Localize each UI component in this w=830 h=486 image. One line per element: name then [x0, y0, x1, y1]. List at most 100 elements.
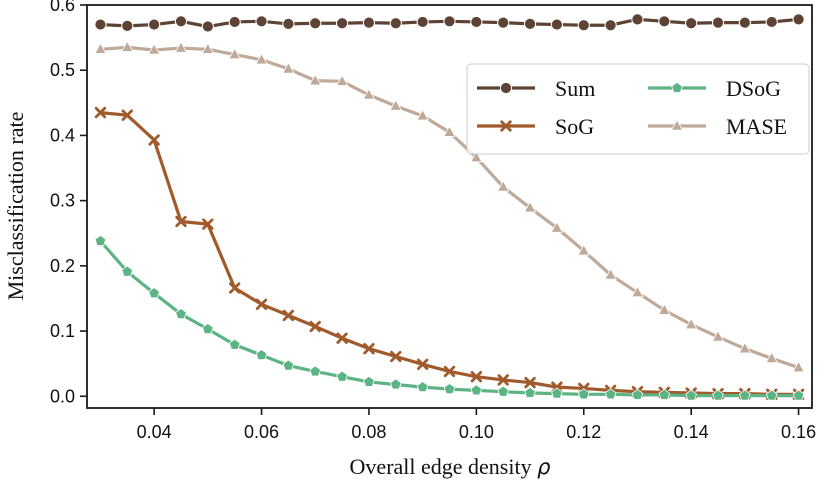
data-point-sum — [523, 17, 537, 31]
data-point-mase — [658, 303, 671, 315]
data-point-sum — [497, 16, 510, 29]
y-tick-label: 0.0 — [50, 386, 75, 406]
data-point-mase — [631, 285, 644, 298]
data-point-sog — [363, 342, 375, 355]
data-point-sum — [228, 15, 241, 29]
data-point-dsog — [604, 388, 617, 400]
data-point-sog — [121, 109, 133, 121]
data-point-sum — [604, 19, 617, 32]
data-point-dsog — [685, 389, 697, 401]
data-point-dsog — [631, 388, 644, 400]
data-point-sum — [577, 19, 590, 32]
data-point-sum — [121, 19, 134, 32]
data-point-sog — [228, 282, 241, 294]
data-point-dsog — [497, 385, 510, 397]
data-point-sum — [443, 15, 456, 28]
data-point-sum — [711, 16, 725, 29]
legend: Sum DSoG SoG MASE — [466, 63, 810, 155]
data-point-mase — [201, 42, 215, 54]
data-point-sum — [685, 17, 698, 30]
data-point-dsog — [148, 287, 160, 299]
y-tick-label: 0.4 — [50, 125, 75, 145]
data-point-dsog — [228, 338, 241, 350]
x-tick-label: 0.14 — [674, 422, 709, 442]
data-point-mase — [389, 99, 403, 111]
data-point-sog — [497, 374, 509, 386]
legend-label-sog: SoG — [555, 114, 594, 139]
data-point-mase — [282, 62, 295, 74]
data-point-sum — [389, 17, 402, 30]
data-point-mase — [228, 47, 241, 60]
data-point-mase — [416, 109, 429, 121]
legend-entry-sum: Sum — [477, 76, 595, 101]
x-axis: 0.04 0.06 0.08 0.10 0.12 0.14 0.16 — [137, 408, 816, 442]
data-point-mase — [121, 40, 134, 52]
data-point-sum — [738, 16, 751, 29]
data-point-mase — [684, 317, 698, 330]
y-tick-label: 0.5 — [50, 60, 75, 80]
data-point-sum — [631, 13, 644, 26]
legend-label-sum: Sum — [555, 76, 595, 101]
data-point-dsog — [255, 349, 268, 361]
data-point-sum — [309, 17, 322, 30]
y-axis: 0.0 0.1 0.2 0.3 0.4 0.5 0.6 — [50, 0, 87, 406]
y-axis-title: Misclassification rate — [3, 112, 28, 301]
data-point-dsog — [282, 359, 295, 371]
x-axis-title: Overall edge density ρ — [350, 454, 552, 479]
data-point-dsog — [389, 378, 402, 390]
data-point-sog — [282, 309, 295, 322]
data-point-sog — [416, 358, 429, 371]
legend-label-mase: MASE — [726, 114, 787, 139]
data-point-sum — [765, 15, 778, 29]
data-point-sum — [201, 20, 214, 33]
data-point-dsog — [363, 375, 375, 387]
data-point-sog — [524, 376, 536, 389]
data-point-mase — [765, 351, 778, 364]
y-tick-label: 0.1 — [50, 321, 75, 341]
legend-label-dsog: DSoG — [726, 76, 781, 101]
series-line-sog — [100, 111, 799, 396]
data-point-sog — [309, 320, 321, 333]
data-point-sog — [443, 365, 456, 378]
data-point-sum — [174, 15, 188, 28]
series-mase — [94, 40, 805, 373]
legend-marker-dsog — [671, 81, 683, 93]
data-point-mase — [335, 74, 349, 86]
data-point-dsog — [739, 389, 751, 401]
data-point-dsog — [765, 389, 778, 401]
data-point-dsog — [551, 387, 563, 399]
data-point-dsog — [202, 323, 214, 335]
data-point-sog — [94, 106, 107, 119]
data-point-mase — [792, 360, 805, 373]
legend-marker-mase — [670, 119, 684, 131]
legend-frame — [466, 63, 810, 155]
data-point-sum — [282, 17, 295, 31]
data-point-sum — [94, 18, 107, 31]
y-tick-label: 0.3 — [50, 191, 75, 211]
data-point-mase — [523, 200, 537, 213]
data-point-mase — [443, 125, 456, 137]
data-point-sum — [148, 18, 161, 31]
data-point-sog — [336, 332, 348, 344]
series-sum — [94, 13, 805, 33]
data-point-dsog — [309, 365, 322, 377]
data-point-dsog — [175, 308, 187, 320]
data-point-mase — [604, 268, 617, 280]
data-point-dsog — [416, 381, 429, 393]
data-point-mase — [147, 43, 161, 55]
series-dsog — [94, 234, 805, 401]
data-point-sum — [255, 15, 268, 28]
data-point-mase — [577, 244, 591, 256]
legend-marker-sog — [500, 120, 512, 132]
data-point-dsog — [658, 388, 671, 400]
data-point-mase — [496, 180, 510, 192]
x-tick-label: 0.16 — [781, 422, 816, 442]
data-point-sum — [470, 15, 483, 29]
data-point-mase — [94, 42, 107, 54]
legend-marker-sum — [499, 81, 513, 95]
data-point-dsog — [443, 382, 456, 395]
data-point-mase — [738, 341, 752, 354]
data-point-dsog — [336, 370, 348, 382]
series-layer — [94, 13, 805, 401]
